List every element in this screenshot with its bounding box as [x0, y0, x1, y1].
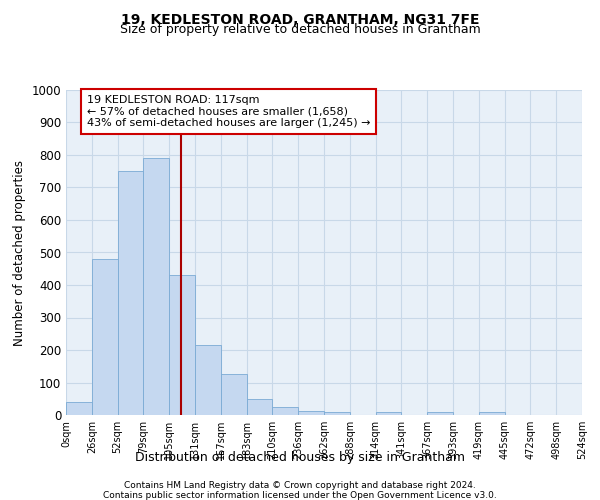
Bar [195, 345, 221, 415]
Text: Size of property relative to detached houses in Grantham: Size of property relative to detached ho… [119, 22, 481, 36]
Bar [118, 171, 143, 415]
Bar [324, 412, 350, 415]
Text: Distribution of detached houses by size in Grantham: Distribution of detached houses by size … [135, 451, 465, 464]
Text: Contains public sector information licensed under the Open Government Licence v3: Contains public sector information licen… [103, 490, 497, 500]
Bar [92, 259, 118, 415]
Bar [376, 412, 401, 415]
Bar [272, 407, 298, 415]
Bar [143, 158, 169, 415]
Bar [427, 412, 453, 415]
Y-axis label: Number of detached properties: Number of detached properties [13, 160, 26, 346]
Bar [221, 374, 247, 415]
Bar [66, 402, 92, 415]
Text: 19, KEDLESTON ROAD, GRANTHAM, NG31 7FE: 19, KEDLESTON ROAD, GRANTHAM, NG31 7FE [121, 12, 479, 26]
Text: 19 KEDLESTON ROAD: 117sqm
← 57% of detached houses are smaller (1,658)
43% of se: 19 KEDLESTON ROAD: 117sqm ← 57% of detac… [86, 95, 370, 128]
Bar [247, 399, 272, 415]
Bar [479, 412, 505, 415]
Text: Contains HM Land Registry data © Crown copyright and database right 2024.: Contains HM Land Registry data © Crown c… [124, 482, 476, 490]
Bar [169, 275, 195, 415]
Bar [298, 411, 324, 415]
